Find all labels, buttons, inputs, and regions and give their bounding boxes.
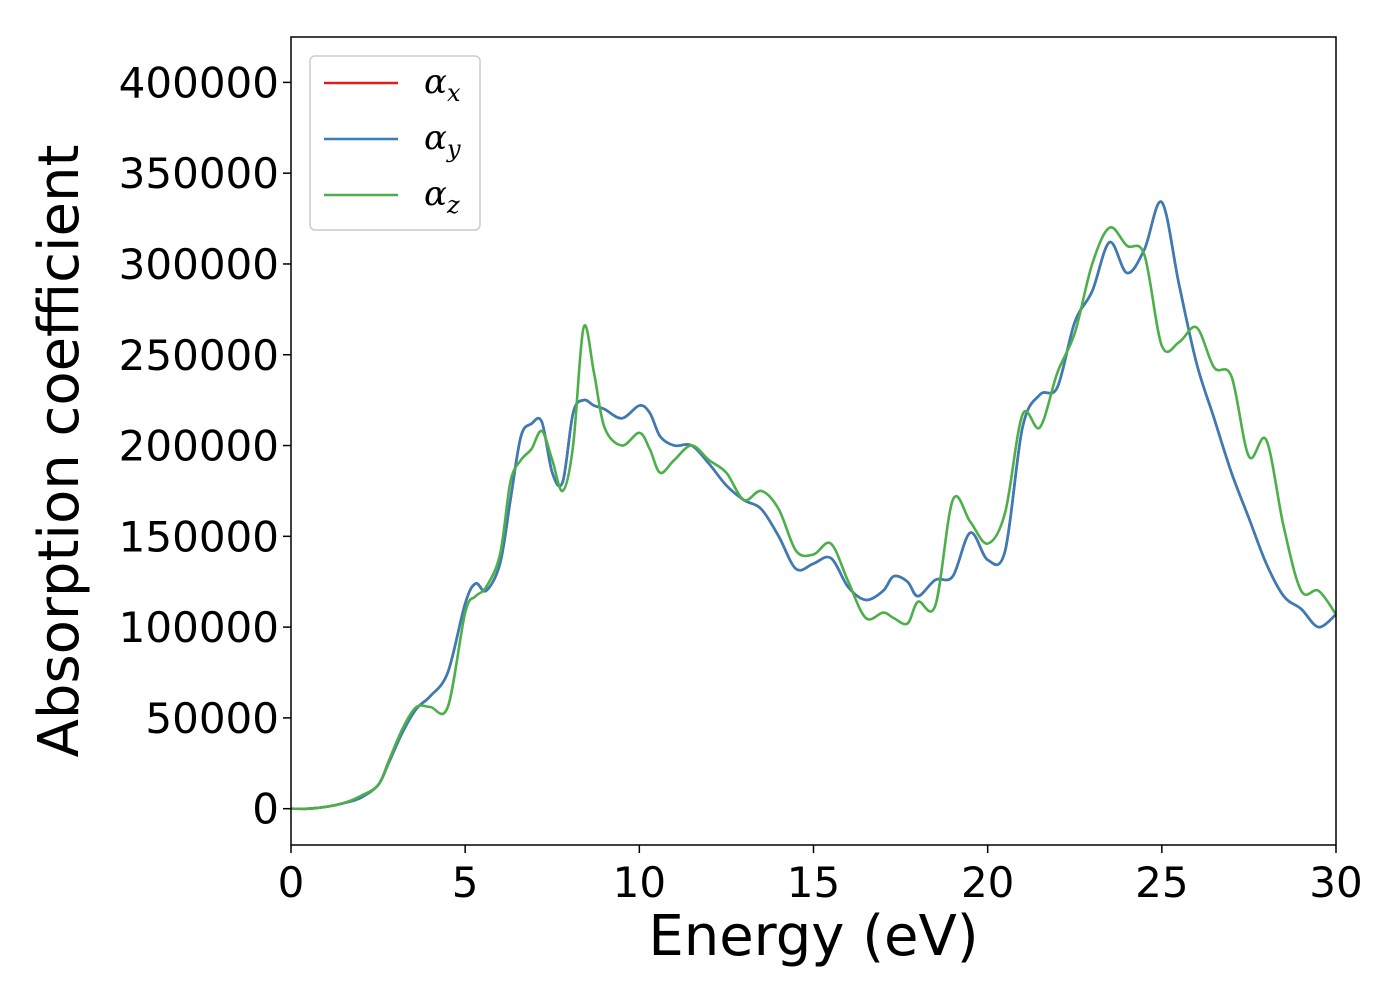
x-axis-label: Energy (eV) bbox=[648, 904, 978, 969]
y-tick-label: 50000 bbox=[145, 694, 279, 743]
y-tick-label: 150000 bbox=[119, 512, 279, 561]
x-tick-label: 10 bbox=[613, 858, 666, 907]
x-tick-label: 5 bbox=[452, 858, 479, 907]
series-line-z bbox=[290, 226, 1338, 811]
y-tick-label: 400000 bbox=[119, 58, 279, 107]
y-tick-label: 250000 bbox=[119, 331, 279, 380]
y-tick-label: 350000 bbox=[119, 149, 279, 198]
y-tick-label: 100000 bbox=[119, 603, 279, 652]
legend-box bbox=[309, 55, 481, 231]
y-tick-label: 0 bbox=[252, 785, 279, 834]
x-tick-label: 20 bbox=[961, 858, 1014, 907]
x-tick-label: 30 bbox=[1309, 858, 1362, 907]
x-tick-label: 25 bbox=[1135, 858, 1188, 907]
series-line-x bbox=[290, 200, 1337, 811]
y-tick-label: 200000 bbox=[119, 422, 279, 471]
y-axis-label: Absorption coefficient bbox=[27, 145, 92, 758]
series-lines bbox=[290, 200, 1338, 811]
y-tick-label: 300000 bbox=[119, 240, 279, 289]
x-axis: 0 5 10 15 20 25 30 bbox=[278, 845, 1363, 907]
x-tick-label: 0 bbox=[278, 858, 305, 907]
x-tick-label: 15 bbox=[787, 858, 840, 907]
y-axis: 0 50000 100000 150000 200000 250000 300000 3500… bbox=[119, 58, 291, 834]
series-line-y bbox=[290, 200, 1337, 811]
